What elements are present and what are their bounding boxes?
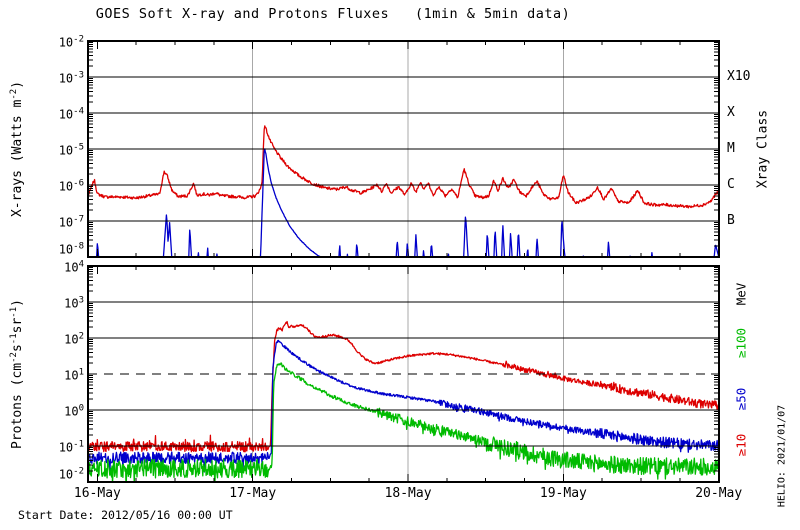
ylabel-exponent: -1	[8, 333, 19, 345]
xray-ytick--5: 10-5	[59, 140, 84, 159]
xray-gridlines	[88, 76, 719, 222]
protons-ge10-curve	[88, 320, 719, 453]
xray-class-label-M: M	[727, 141, 735, 156]
proton-ytick-4: 104	[64, 257, 84, 276]
xray-ytick--3: 10-3	[59, 68, 84, 87]
ylabel-text: X-rays (Watts m	[10, 99, 26, 218]
tick-base: 10	[58, 440, 74, 455]
tick-base: 10	[64, 404, 79, 419]
xray-ytick--8: 10-8	[59, 239, 84, 258]
tick-exponent: -5	[73, 142, 84, 153]
tick-base: 10	[58, 242, 74, 257]
ylabel-text: )	[10, 80, 26, 89]
tick-base: 10	[58, 107, 74, 122]
proton-ytick--2: 10-2	[59, 464, 84, 483]
proton-legend-≥100: ≥100	[733, 327, 749, 359]
tick-base: 10	[58, 143, 74, 158]
tick-exponent: -2	[73, 466, 84, 477]
proton-ticks	[88, 266, 719, 482]
proton-legend-≥10: ≥10	[733, 433, 749, 457]
ylabel-exponent: -2	[8, 352, 19, 363]
date-label-19-May: 19-May	[539, 486, 587, 501]
tick-base: 10	[58, 179, 74, 194]
xray-long-curve	[88, 125, 719, 209]
proton-ytick-0: 100	[64, 401, 84, 420]
xray-class-label-X10: X10	[727, 69, 751, 84]
tick-exponent: 2	[78, 331, 84, 342]
helio-watermark: HELIO: 2021/01/07	[776, 404, 788, 508]
date-label-17-May: 17-May	[229, 486, 277, 501]
proton-curves	[88, 320, 719, 482]
ylabel-exponent: -1	[8, 306, 19, 318]
tick-exponent: 0	[78, 403, 84, 414]
proton-ytick-1: 101	[64, 365, 84, 384]
tick-exponent: -7	[73, 214, 84, 225]
date-label-16-May: 16-May	[73, 486, 121, 501]
tick-base: 10	[58, 467, 74, 482]
proton-unit-label: MeV	[733, 282, 749, 306]
ylabel-text: s	[10, 344, 26, 353]
protons-ge100-curve	[88, 362, 719, 482]
tick-exponent: -8	[73, 241, 84, 252]
ylabel-text: sr	[10, 317, 26, 334]
tick-exponent: 1	[78, 367, 84, 378]
tick-exponent: 4	[78, 259, 84, 270]
tick-base: 10	[58, 35, 74, 50]
tick-exponent: 3	[78, 295, 84, 306]
proton-ytick--1: 10-1	[59, 437, 84, 456]
tick-exponent: -6	[73, 178, 84, 189]
tick-base: 10	[64, 332, 79, 347]
xray-y-axis-title: X-rays (Watts m-2)	[9, 81, 25, 217]
xray-short-curve	[95, 148, 719, 257]
tick-base: 10	[64, 260, 79, 275]
tick-base: 10	[58, 215, 74, 230]
tick-base: 10	[64, 296, 79, 311]
proton-ytick-2: 102	[64, 329, 84, 348]
xray-class-axis-title: Xray Class	[755, 109, 771, 189]
tick-exponent: -3	[73, 70, 84, 81]
xray-class-label-C: C	[727, 177, 735, 192]
proton-legend-≥50: ≥50	[733, 387, 749, 411]
xray-ytick--7: 10-7	[59, 212, 84, 231]
tick-base: 10	[64, 368, 79, 383]
tick-exponent: -2	[73, 34, 84, 45]
proton-y-axis-title: Protons (cm-2s-1sr-1)	[9, 299, 25, 449]
date-label-18-May: 18-May	[384, 486, 432, 501]
tick-base: 10	[58, 71, 74, 86]
ylabel-exponent: -2	[8, 88, 19, 100]
protons-ge50-curve	[88, 339, 719, 474]
xray-ytick--4: 10-4	[59, 104, 84, 123]
xray-ytick--6: 10-6	[59, 176, 84, 195]
ylabel-text: )	[10, 299, 26, 307]
tick-exponent: -1	[73, 439, 84, 450]
ylabel-text: Protons (cm	[10, 362, 26, 449]
xray-class-label-B: B	[727, 213, 735, 228]
proton-ytick-3: 103	[64, 293, 84, 312]
chart-title: GOES Soft X-ray and Protons Fluxes (1min…	[95, 6, 571, 22]
proton-gridlines	[88, 301, 719, 447]
tick-exponent: -4	[73, 106, 84, 117]
start-date-label: Start Date: 2012/05/16 00:00 UT	[18, 508, 233, 522]
xray-ytick--2: 10-2	[59, 32, 84, 51]
date-label-20-May: 20-May	[695, 486, 743, 501]
xray-ticks	[88, 41, 719, 257]
xray-curves	[88, 125, 719, 257]
xray-class-label-X: X	[727, 105, 735, 120]
